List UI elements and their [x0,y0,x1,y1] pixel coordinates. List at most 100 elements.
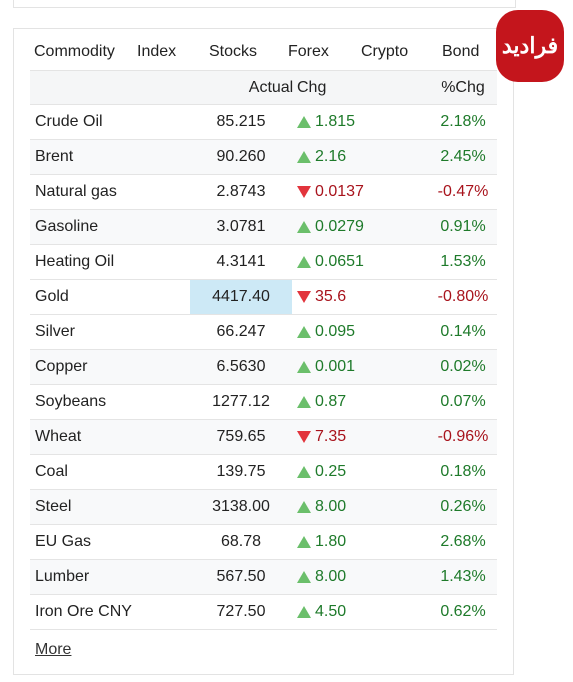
actual-value: 2.8743 [216,183,266,200]
commodity-name[interactable]: Coal [35,463,68,480]
actual-value: 90.260 [216,148,266,165]
percent-change: 2.18% [440,113,486,130]
change-value: 0.87 [315,393,347,410]
up-arrow [297,396,311,408]
table-row: Soybeans 1277.12 0.87 0.07% [30,384,497,419]
header-cell: Actual [248,79,294,96]
actual-value: 727.50 [216,603,266,620]
table-row: Copper 6.5630 0.001 0.02% [30,349,497,384]
commodity-name[interactable]: Silver [35,323,76,340]
percent-change: 0.26% [440,498,486,515]
up-arrow [297,571,311,583]
change-value: 0.25 [315,463,347,480]
up-arrow [297,361,311,373]
arrow-shape [297,396,311,408]
up-arrow [297,501,311,513]
change-value: 2.16 [315,148,347,165]
tab[interactable]: Forex [288,43,329,60]
change-value: 0.0651 [315,253,364,270]
down-arrow [297,186,311,198]
percent-change: 0.07% [440,393,486,410]
table-row: Gold 4417.40 35.6 -0.80% [30,279,497,314]
commodity-name[interactable]: Gold [35,288,69,305]
up-arrow [297,256,311,268]
arrow-shape [297,221,311,233]
change-value: 0.0279 [315,218,364,235]
table-row: Silver 66.247 0.095 0.14% [30,314,497,349]
upper-panel-edge [13,0,516,8]
tab[interactable]: Commodity [30,43,119,72]
commodity-name[interactable]: Natural gas [35,183,117,200]
commodity-name[interactable]: Wheat [35,428,82,445]
tab[interactable]: Crypto [361,43,409,60]
actual-value: 68.78 [220,533,262,550]
change-value: 35.6 [315,288,347,305]
arrow-shape [297,361,311,373]
commodity-name[interactable]: Heating Oil [35,253,115,270]
table-row: Steel 3138.00 8.00 0.26% [30,489,497,524]
arrow-shape [297,151,311,163]
tab[interactable]: Stocks [209,43,258,60]
table-row: Wheat 759.65 7.35 -0.96% [30,419,497,454]
table-row: Heating Oil 4.3141 0.0651 1.53% [30,244,497,279]
tab-bar: Commodity Index Stocks Forex Crypto Bond [30,30,497,72]
table-row: Crude Oil 85.215 1.815 2.18% [30,104,497,139]
logo: فرادید [496,10,564,82]
commodity-name[interactable]: Lumber [35,568,90,585]
actual-value: 3138.00 [212,498,270,515]
actual-value: 1277.12 [212,393,270,410]
commodity-name[interactable]: Brent [35,148,74,165]
table-row: Iron Ore CNY 727.50 4.50 0.62% [30,594,497,630]
actual-value: 85.215 [216,113,266,130]
commodity-name[interactable]: Copper [35,358,88,375]
actual-value: 66.247 [216,323,266,340]
change-value: 1.815 [315,113,356,130]
table-header: Actual Chg %Chg [30,70,497,105]
arrow-shape [297,501,311,513]
down-arrow [297,431,311,443]
arrow-shape [297,606,311,618]
arrow-shape [297,326,311,338]
commodity-name[interactable]: EU Gas [35,533,92,550]
change-value: 0.0137 [315,183,364,200]
arrow-shape [297,571,311,583]
commodity-name[interactable]: Steel [35,498,72,515]
arrow-shape [297,291,311,303]
tab[interactable]: Index [137,43,177,60]
percent-change: -0.80% [437,288,489,305]
cell-highlight [190,280,292,314]
actual-value: 759.65 [216,428,266,445]
arrow-shape [297,186,311,198]
percent-change: 0.18% [440,463,486,480]
percent-change: 1.43% [440,568,486,585]
down-arrow [297,291,311,303]
commodity-name[interactable]: Iron Ore CNY [35,603,132,620]
arrow-shape [297,536,311,548]
up-arrow [297,326,311,338]
actual-value: 4417.40 [212,288,270,305]
table-row: Natural gas 2.8743 0.0137 -0.47% [30,174,497,209]
up-arrow [297,536,311,548]
percent-change: 0.02% [440,358,486,375]
up-arrow [297,151,311,163]
percent-change: 2.68% [440,533,486,550]
arrow-shape [297,256,311,268]
table-row: Coal 139.75 0.25 0.18% [30,454,497,489]
change-value: 8.00 [315,568,347,585]
arrow-shape [297,431,311,443]
tab[interactable]: Bond [442,43,480,60]
commodity-name[interactable]: Soybeans [35,393,107,410]
change-value: 8.00 [315,498,347,515]
commodity-name[interactable]: Crude Oil [35,113,103,130]
actual-value: 6.5630 [216,358,266,375]
actual-value: 139.75 [216,463,266,480]
change-value: 0.095 [315,323,356,340]
commodity-name[interactable]: Gasoline [35,218,99,235]
panel [13,28,514,675]
more-link[interactable]: More [35,641,72,658]
header-cell: %Chg [441,79,485,96]
up-arrow [297,606,311,618]
header-cell: Chg [297,79,327,96]
table-row: Brent 90.260 2.16 2.45% [30,139,497,174]
